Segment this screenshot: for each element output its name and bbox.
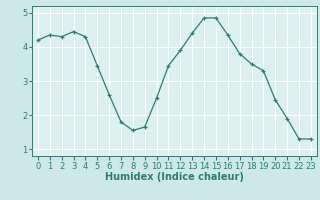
- X-axis label: Humidex (Indice chaleur): Humidex (Indice chaleur): [105, 172, 244, 182]
